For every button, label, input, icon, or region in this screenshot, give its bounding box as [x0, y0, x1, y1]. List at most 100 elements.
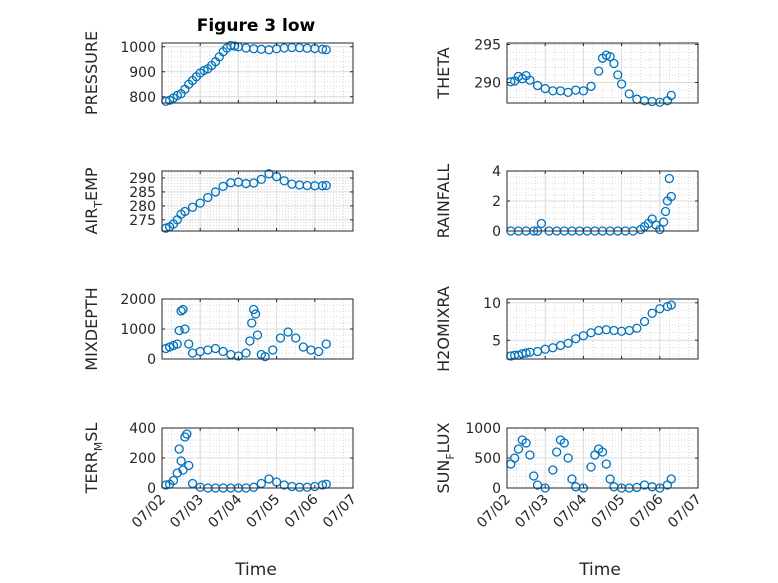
data-point — [291, 333, 301, 343]
y-tick-label: 200 — [129, 451, 156, 467]
y-tick-label: 1000 — [465, 421, 501, 437]
data-point — [529, 471, 539, 481]
y-tick-label: 400 — [129, 421, 156, 437]
y-axis-label: AIRTEMP — [82, 167, 105, 234]
subplot-5: 0 1000 2000 MIXDEPTH — [82, 287, 354, 371]
y-tick-label: 5 — [492, 333, 501, 349]
data-point — [647, 308, 657, 318]
data-point — [247, 318, 257, 328]
data-point — [605, 474, 615, 484]
data-point — [279, 176, 289, 186]
y-axis-label: H2OMIXRA — [434, 286, 453, 372]
y-tick-label: 285 — [129, 185, 156, 201]
data-point — [321, 180, 331, 191]
data-point — [241, 348, 251, 358]
data-point — [521, 348, 531, 358]
data-point — [563, 453, 573, 463]
y-tick-label: 290 — [129, 171, 156, 187]
x-axis-label-left: Time — [234, 560, 277, 580]
subplot-6: 5 10 H2OMIXRA — [434, 286, 699, 372]
data-point — [187, 202, 198, 212]
x-tick-label: 07/07 — [320, 492, 360, 532]
y-tick-label: 4 — [492, 164, 501, 180]
data-point — [321, 45, 331, 55]
subplot-4: 0 2 4 RAINFALL — [434, 164, 699, 240]
x-tick-label: 07/06 — [282, 491, 322, 531]
y-tick-label: 500 — [474, 451, 501, 467]
data-point — [245, 336, 255, 346]
data-point — [268, 345, 278, 355]
data-point — [578, 331, 589, 341]
data-point — [586, 81, 596, 91]
data-point — [525, 75, 535, 85]
axes-box — [161, 170, 354, 232]
data-point — [666, 300, 676, 310]
y-axis-label: PRESSURE — [82, 31, 101, 115]
data-point — [532, 480, 543, 490]
data-point — [616, 79, 627, 89]
y-axis-label: SUNFLUX — [434, 422, 457, 493]
data-point — [252, 330, 263, 340]
data-point — [521, 438, 531, 448]
axes-box — [161, 42, 354, 104]
y-tick-label: 2000 — [120, 292, 156, 308]
data-point — [317, 480, 328, 490]
data-point — [601, 459, 611, 469]
x-tick-label: 07/07 — [665, 492, 705, 532]
y-tick-label: 1000 — [120, 40, 156, 56]
y-tick-label: 0 — [492, 224, 501, 240]
x-tick-label: 07/03 — [512, 492, 552, 532]
subplot-2: 290 295 THETA — [434, 38, 699, 107]
y-tick-label: 280 — [129, 199, 156, 215]
data-point — [203, 192, 213, 203]
data-point — [525, 450, 535, 460]
data-point — [168, 475, 179, 486]
data-point — [184, 460, 194, 471]
data-point — [283, 327, 293, 337]
data-point — [176, 306, 186, 316]
subplot-8: 0 500 1000 SUNFLUX 07/0207/0307/0407/0507/06… — [434, 421, 705, 531]
data-point — [249, 178, 259, 188]
data-point — [180, 324, 190, 334]
data-point — [513, 444, 524, 454]
y-tick-label: 1000 — [120, 322, 156, 338]
data-point — [298, 342, 308, 352]
data-point — [655, 224, 665, 235]
data-point — [195, 198, 205, 208]
x-tick-label: 07/05 — [589, 492, 629, 532]
data-point — [594, 66, 604, 76]
y-axis-label: MIXDEPTH — [82, 287, 101, 370]
y-tick-label: 0 — [147, 352, 156, 368]
data-point — [172, 468, 182, 478]
data-point — [275, 333, 286, 343]
data-point — [624, 89, 634, 99]
data-point — [174, 444, 184, 454]
data-point — [210, 343, 221, 354]
data-point — [260, 351, 270, 362]
data-point — [532, 80, 543, 91]
y-axis-label: RAINFALL — [434, 164, 453, 239]
subplot-7: 0 200 400 TERRMSL 07/0207/0307/0407/0507/060… — [82, 421, 360, 531]
y-tick-label: 0 — [147, 481, 156, 497]
x-axis-label-right: Time — [578, 560, 621, 580]
data-point — [233, 351, 244, 361]
data-point — [563, 338, 573, 348]
x-tick-label: 07/02 — [474, 492, 514, 532]
y-tick-label: 800 — [129, 90, 156, 106]
data-point — [249, 482, 259, 492]
data-point — [256, 174, 266, 185]
y-axis-label: TERRMSL — [82, 423, 105, 495]
data-point — [660, 206, 671, 217]
data-point — [184, 339, 194, 349]
data-point — [218, 181, 228, 191]
y-tick-label: 295 — [474, 38, 501, 54]
data-point — [264, 474, 274, 484]
y-axis-label: THETA — [434, 47, 453, 99]
x-tick-label: 07/05 — [244, 492, 284, 532]
data-point — [178, 304, 188, 315]
data-point — [548, 465, 558, 475]
data-point — [536, 218, 547, 229]
